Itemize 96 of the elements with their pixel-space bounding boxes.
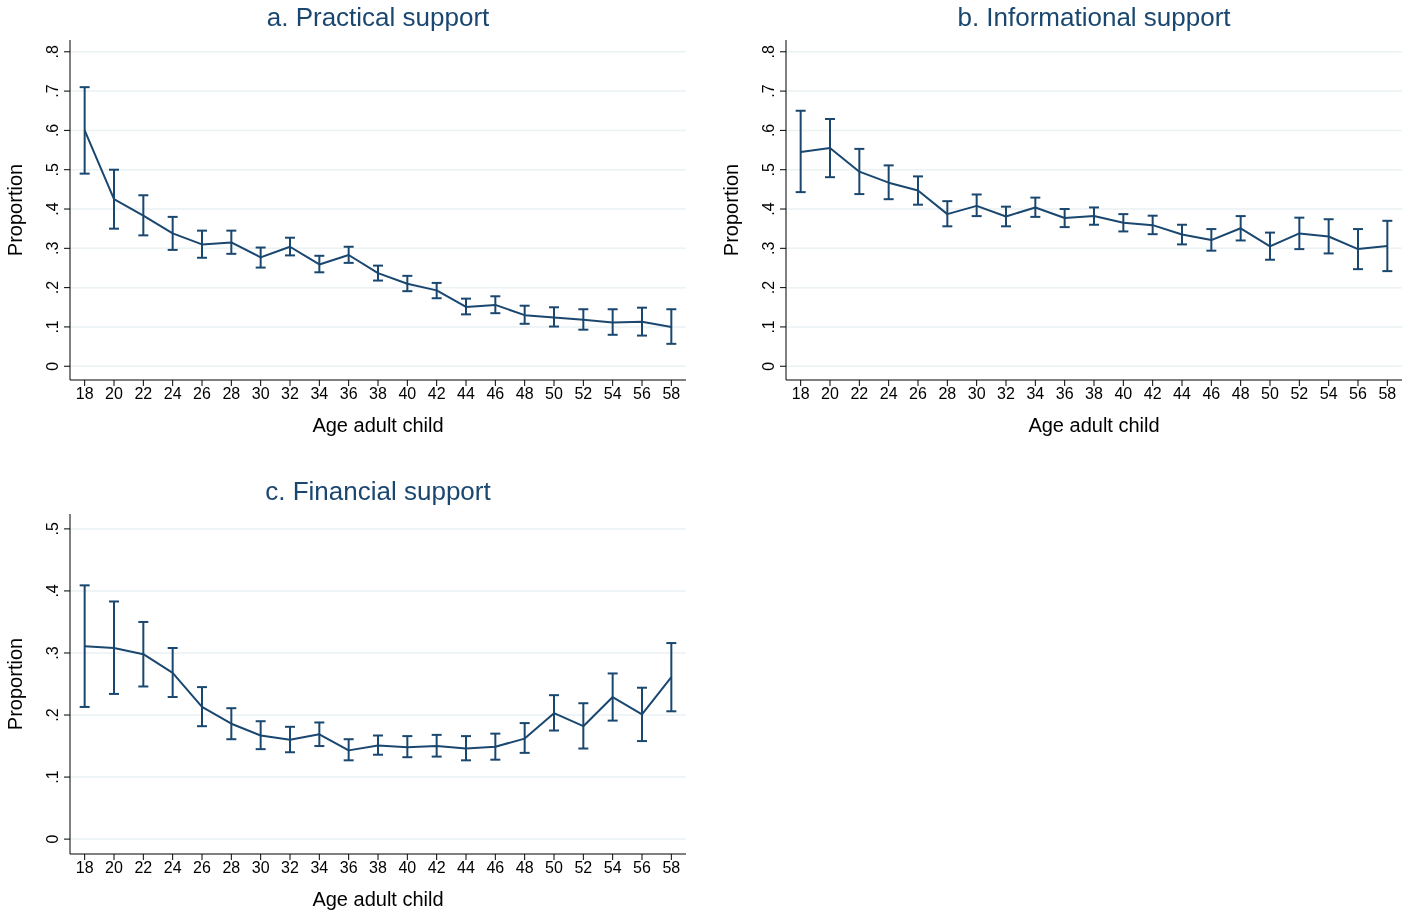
x-tick-label: 30 [967,385,986,403]
x-tick-label: 34 [310,859,329,877]
x-tick-label: 24 [879,385,898,403]
x-tick-label: 44 [1173,385,1191,403]
x-axis-title: Age adult child [1028,414,1160,436]
x-tick-label: 26 [193,385,211,403]
x-tick-label: 20 [105,859,123,877]
x-tick-label: 20 [821,385,839,403]
x-tick-label: 36 [339,859,358,877]
y-axis-title: Proportion [720,163,742,257]
x-tick-label: 30 [251,859,270,877]
x-tick-label: 20 [105,385,123,403]
x-tick-label: 38 [1085,385,1103,403]
x-tick-label: 46 [1202,385,1221,403]
x-tick-label: 56 [1349,385,1367,403]
x-tick-label: 42 [427,859,446,877]
x-tick-label: 28 [222,859,241,877]
y-tick-label: 0 [44,361,61,371]
x-tick-label: 54 [1319,385,1338,403]
x-tick-label: 22 [134,385,153,403]
x-tick-label: 32 [997,385,1015,403]
y-tick-label: .5 [760,162,777,177]
y-tick-label: .4 [760,202,777,216]
x-tick-label: 56 [633,385,651,403]
x-tick-label: 54 [603,385,622,403]
x-axis-title: Age adult child [312,888,444,910]
x-tick-label: 56 [633,859,651,877]
x-tick-label: 38 [369,385,387,403]
x-tick-label: 54 [603,859,622,877]
x-tick-label: 30 [251,385,270,403]
y-tick-label: .1 [44,320,61,334]
y-tick-label: .7 [44,84,61,98]
x-tick-label: 24 [163,859,182,877]
x-tick-label: 46 [486,385,505,403]
y-tick-label: .2 [44,708,61,722]
x-tick-label: 42 [1143,385,1162,403]
x-tick-label: 22 [850,385,869,403]
x-tick-label: 40 [1114,385,1133,403]
y-tick-label: 0 [44,834,61,844]
x-tick-label: 24 [163,385,182,403]
y-tick-label: .5 [44,522,61,536]
x-tick-label: 18 [75,385,94,403]
x-tick-label: 36 [339,385,358,403]
chart-title: c. Financial support [264,476,492,507]
x-tick-label: 32 [281,385,299,403]
x-tick-label: 38 [369,859,387,877]
x-tick-label: 36 [1055,385,1074,403]
x-tick-label: 26 [909,385,927,403]
x-tick-label: 46 [486,859,505,877]
x-tick-label: 58 [1378,385,1397,403]
y-tick-label: .1 [44,770,61,784]
chart-title: a. Practical support [265,2,491,33]
x-tick-label: 44 [457,859,475,877]
x-tick-label: 52 [1290,385,1309,403]
y-tick-label: .3 [44,646,61,660]
y-tick-label: .6 [760,123,777,138]
x-tick-label: 28 [222,385,241,403]
y-tick-label: .6 [44,123,61,138]
y-tick-label: .3 [760,241,777,255]
y-tick-label: .4 [44,202,61,216]
x-tick-label: 48 [515,859,534,877]
x-tick-label: 52 [574,385,593,403]
x-tick-label: 58 [662,385,681,403]
chart-title: b. Informational support [956,2,1232,33]
x-tick-label: 40 [398,385,417,403]
x-tick-label: 58 [662,859,681,877]
x-tick-label: 50 [545,385,563,403]
y-axis-title: Proportion [4,637,26,731]
y-tick-label: .7 [760,84,777,98]
y-tick-label: .2 [44,280,61,295]
y-axis-title: Proportion [4,163,26,257]
y-tick-label: .5 [44,162,61,177]
x-tick-label: 48 [515,385,534,403]
x-axis-title: Age adult child [312,414,444,436]
x-tick-label: 50 [1261,385,1279,403]
x-tick-label: 22 [134,859,153,877]
x-tick-label: 48 [1231,385,1250,403]
y-tick-label: .1 [760,320,777,334]
x-tick-label: 42 [427,385,446,403]
x-tick-label: 32 [281,859,299,877]
x-tick-label: 50 [545,859,563,877]
x-tick-label: 40 [398,859,417,877]
y-tick-label: .8 [760,45,777,59]
y-tick-label: 0 [760,361,777,371]
y-tick-label: .2 [760,280,777,295]
y-tick-label: .3 [44,241,61,255]
x-tick-label: 34 [1026,385,1045,403]
x-tick-label: 18 [791,385,810,403]
x-tick-label: 18 [75,859,94,877]
x-tick-label: 34 [310,385,329,403]
y-tick-label: .8 [44,45,61,59]
x-tick-label: 52 [574,859,593,877]
y-tick-label: .4 [44,584,61,598]
x-tick-label: 28 [938,385,957,403]
x-tick-label: 44 [457,385,475,403]
x-tick-label: 26 [193,859,211,877]
